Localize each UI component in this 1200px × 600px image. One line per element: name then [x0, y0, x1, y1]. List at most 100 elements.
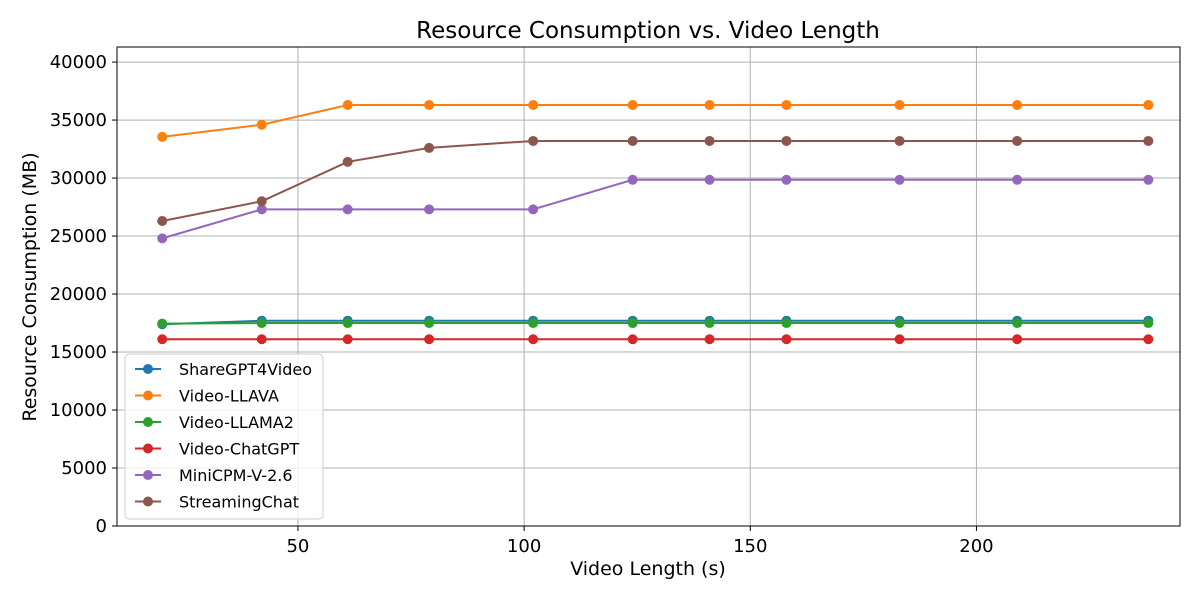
- data-point: [704, 99, 715, 110]
- plot-area: [116, 46, 1181, 527]
- series-line: [161, 178, 1149, 240]
- data-point: [157, 233, 168, 244]
- data-point: [424, 334, 435, 345]
- legend-box: [124, 353, 324, 520]
- legend-label: StreamingChat: [179, 493, 299, 512]
- data-point: [342, 334, 353, 345]
- data-point: [157, 334, 168, 345]
- data-point: [424, 204, 435, 215]
- data-point: [256, 204, 267, 215]
- data-point: [704, 334, 715, 345]
- data-point: [1012, 334, 1023, 345]
- data-point: [1143, 334, 1154, 345]
- legend: ShareGPT4Video Video-LLAVA Video-LLAMA2 Vid…: [124, 353, 324, 520]
- data-point: [781, 318, 792, 329]
- legend-label: Video-ChatGPT: [179, 440, 299, 459]
- legend-label: Video-LLAVA: [179, 387, 279, 406]
- data-point: [528, 204, 539, 215]
- chart-title: Resource Consumption vs. Video Length: [416, 18, 880, 44]
- data-point: [894, 174, 905, 185]
- data-point: [894, 318, 905, 329]
- data-point: [342, 99, 353, 110]
- legend-item: Video-ChatGPT: [135, 440, 299, 459]
- data-point: [157, 131, 168, 142]
- y-tick-label: 5000: [61, 458, 107, 479]
- x-tick-label: 150: [733, 536, 767, 557]
- x-tick-label: 50: [286, 536, 309, 557]
- data-point: [627, 135, 638, 146]
- legend-item: MiniCPM-V-2.6: [135, 466, 293, 485]
- y-tick-label: 15000: [50, 342, 107, 363]
- data-point: [256, 119, 267, 130]
- series-streamingchat: [157, 135, 1154, 226]
- data-point: [528, 135, 539, 146]
- series-line: [162, 322, 1149, 325]
- y-tick-label: 35000: [50, 110, 107, 131]
- legend-item: Video-LLAVA: [135, 387, 279, 406]
- legend-marker: [143, 390, 153, 401]
- legend-label: ShareGPT4Video: [179, 360, 312, 379]
- x-tick-label: 100: [507, 536, 541, 557]
- data-point: [157, 318, 168, 329]
- y-tick-label: 0: [96, 516, 107, 537]
- y-tick-label: 25000: [50, 226, 107, 247]
- data-point: [781, 334, 792, 345]
- data-point: [528, 99, 539, 110]
- data-point: [627, 174, 638, 185]
- x-tick-label: 200: [959, 536, 993, 557]
- series-line: [162, 103, 1149, 138]
- series-layer: [157, 99, 1154, 345]
- data-point: [894, 99, 905, 110]
- data-point: [157, 215, 168, 226]
- x-axis-label: Video Length (s): [570, 558, 726, 580]
- series-minicpm-v-2-6: [157, 174, 1154, 244]
- y-tick-label: 20000: [50, 284, 107, 305]
- legend-item: ShareGPT4Video: [135, 360, 312, 379]
- data-point: [627, 99, 638, 110]
- data-point: [627, 318, 638, 329]
- data-point: [627, 334, 638, 345]
- data-point: [1143, 318, 1154, 329]
- legend-marker: [143, 470, 153, 480]
- legend-label: MiniCPM-V-2.6: [179, 466, 293, 485]
- data-point: [1012, 135, 1023, 146]
- data-point: [256, 196, 267, 207]
- data-point: [894, 334, 905, 345]
- data-point: [528, 334, 539, 345]
- legend-item: Video-LLAMA2: [135, 413, 294, 432]
- data-point: [424, 99, 435, 110]
- legend-marker: [143, 417, 153, 427]
- y-tick-label: 10000: [50, 400, 107, 421]
- y-tick-label: 30000: [50, 168, 107, 189]
- data-point: [704, 318, 715, 329]
- data-point: [781, 174, 792, 185]
- data-point: [424, 318, 435, 329]
- data-point: [342, 204, 353, 215]
- data-point: [1143, 174, 1154, 185]
- data-point: [256, 334, 267, 345]
- series-video-llama2: [157, 318, 1154, 329]
- data-point: [704, 174, 715, 185]
- series-video-chatgpt: [157, 334, 1154, 345]
- y-axis-label: Resource Consumption (MB): [19, 152, 41, 421]
- axis-ticks: 50 100 150 200 0 5000 10000 15000 20000 25000 3000…: [50, 52, 994, 557]
- y-tick-label: 40000: [50, 52, 107, 73]
- legend-marker: [143, 443, 153, 454]
- legend-label: Video-LLAMA2: [179, 413, 294, 432]
- data-point: [1012, 174, 1023, 185]
- data-point: [704, 135, 715, 146]
- series-video-llava: [157, 99, 1154, 142]
- data-point: [1143, 99, 1154, 110]
- data-point: [1012, 99, 1023, 110]
- data-point: [342, 318, 353, 329]
- data-point: [1012, 318, 1023, 329]
- legend-marker: [143, 364, 153, 374]
- data-point: [781, 99, 792, 110]
- data-point: [528, 318, 539, 329]
- data-point: [1143, 135, 1154, 146]
- data-point: [781, 135, 792, 146]
- data-point: [424, 142, 435, 153]
- legend-marker: [143, 496, 153, 507]
- data-point: [342, 156, 353, 167]
